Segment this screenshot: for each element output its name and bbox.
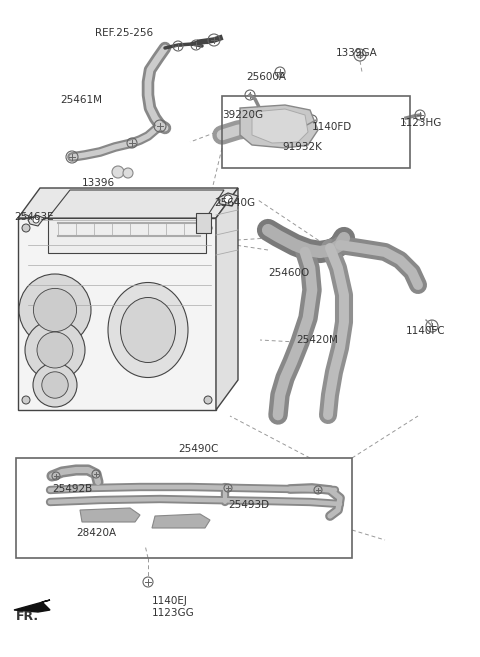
Text: 25420M: 25420M bbox=[296, 335, 338, 345]
Circle shape bbox=[37, 332, 73, 368]
Polygon shape bbox=[18, 188, 238, 218]
Text: 1123GG: 1123GG bbox=[152, 608, 195, 618]
Text: 1140EJ: 1140EJ bbox=[152, 596, 188, 606]
Circle shape bbox=[34, 288, 77, 332]
Text: 25461M: 25461M bbox=[60, 95, 102, 105]
Text: 1140FC: 1140FC bbox=[406, 326, 445, 336]
Circle shape bbox=[357, 52, 363, 58]
Text: 25490C: 25490C bbox=[178, 444, 218, 454]
Circle shape bbox=[123, 168, 133, 178]
Circle shape bbox=[25, 320, 85, 380]
Polygon shape bbox=[18, 218, 216, 410]
Polygon shape bbox=[48, 218, 206, 253]
Text: 1140FD: 1140FD bbox=[312, 122, 352, 132]
Text: 13396: 13396 bbox=[82, 178, 115, 188]
Polygon shape bbox=[48, 190, 224, 218]
Circle shape bbox=[204, 224, 212, 232]
Circle shape bbox=[42, 372, 68, 398]
Polygon shape bbox=[152, 514, 210, 528]
Circle shape bbox=[224, 195, 232, 203]
Circle shape bbox=[112, 166, 124, 178]
Bar bbox=[222, 96, 410, 168]
Text: 25640G: 25640G bbox=[214, 198, 255, 208]
Circle shape bbox=[33, 217, 39, 223]
Ellipse shape bbox=[108, 283, 188, 378]
Ellipse shape bbox=[120, 298, 176, 363]
Polygon shape bbox=[14, 600, 50, 612]
Circle shape bbox=[22, 224, 30, 232]
Text: 1123HG: 1123HG bbox=[400, 118, 443, 128]
Text: 25460O: 25460O bbox=[268, 268, 309, 278]
Polygon shape bbox=[252, 109, 308, 143]
Polygon shape bbox=[216, 188, 238, 410]
Circle shape bbox=[22, 396, 30, 404]
Text: 25463E: 25463E bbox=[14, 212, 54, 222]
Text: 39220G: 39220G bbox=[222, 110, 263, 120]
Text: 25600A: 25600A bbox=[246, 72, 286, 82]
Polygon shape bbox=[218, 193, 238, 206]
Text: 91932K: 91932K bbox=[282, 142, 322, 152]
Text: 1339GA: 1339GA bbox=[336, 48, 378, 58]
Polygon shape bbox=[80, 508, 140, 522]
Text: FR.: FR. bbox=[16, 610, 39, 623]
Circle shape bbox=[204, 396, 212, 404]
Text: 25492B: 25492B bbox=[52, 484, 92, 494]
Text: REF.25-256: REF.25-256 bbox=[95, 28, 153, 38]
Bar bbox=[16, 458, 352, 558]
Circle shape bbox=[33, 363, 77, 407]
Text: 28420A: 28420A bbox=[76, 528, 116, 538]
Circle shape bbox=[19, 274, 91, 346]
Polygon shape bbox=[28, 215, 44, 226]
Bar bbox=[196, 213, 211, 233]
Polygon shape bbox=[240, 105, 318, 148]
Text: 25493D: 25493D bbox=[228, 500, 269, 510]
